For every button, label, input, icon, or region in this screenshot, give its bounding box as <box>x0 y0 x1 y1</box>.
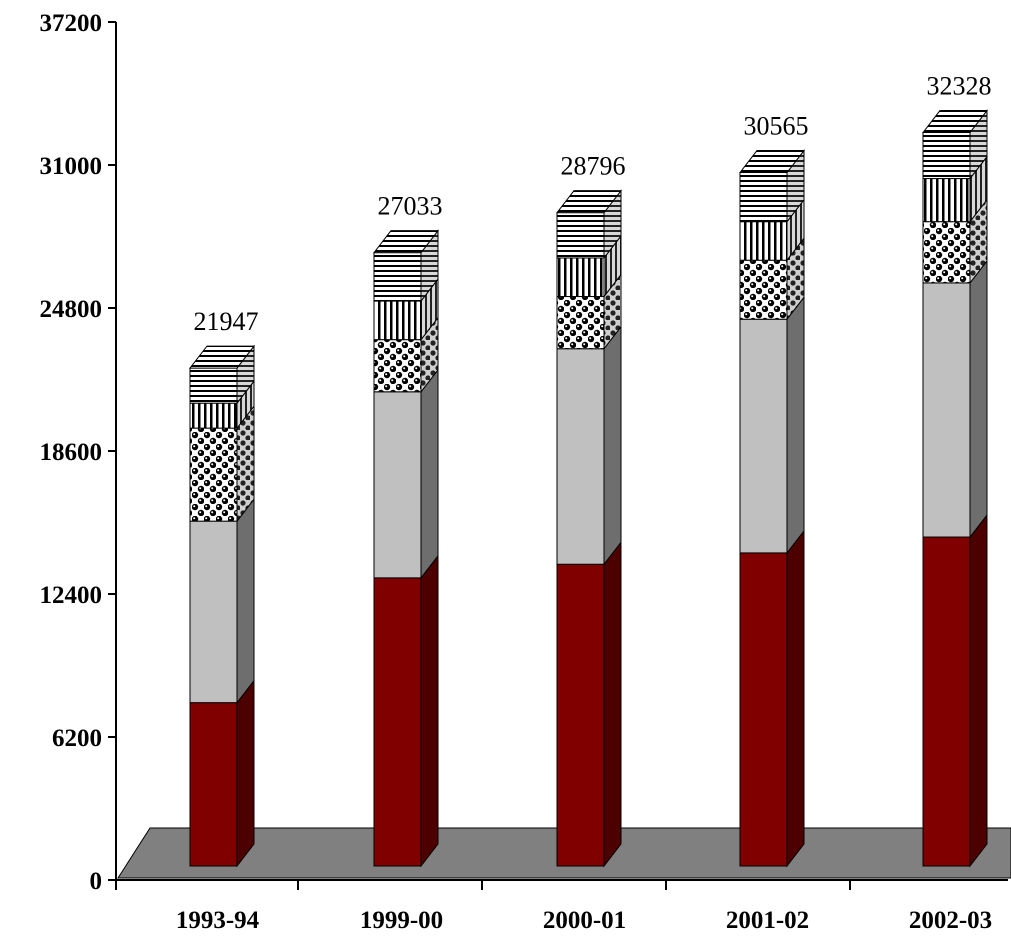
bar-segment <box>739 172 788 223</box>
y-tick-label: 6200 <box>52 725 102 752</box>
bar-segment <box>739 318 788 554</box>
bar-segment <box>189 427 238 522</box>
bar-segment <box>739 259 788 320</box>
bar-segment <box>556 212 605 259</box>
bar-segment-side <box>969 259 988 539</box>
bar-segment <box>189 402 238 429</box>
data-label: 30565 <box>744 112 809 141</box>
x-tick-label: 2002-03 <box>909 907 992 934</box>
y-tick-label: 12400 <box>40 582 103 609</box>
bar-segment-side <box>786 529 805 868</box>
bar-segment-side <box>603 325 622 566</box>
bar-top-face <box>372 230 440 254</box>
bar-top-face <box>921 110 989 134</box>
y-tick-label: 18600 <box>40 439 103 466</box>
bar-segment-side <box>236 679 255 868</box>
bar-segment <box>922 132 971 180</box>
bar-segment-side <box>603 540 622 868</box>
x-tick-label: 2000-01 <box>543 907 626 934</box>
data-label: 32328 <box>927 72 992 101</box>
x-tick-label: 1999-00 <box>360 907 443 934</box>
bar-segment-side <box>786 295 805 555</box>
bar-segment-side <box>420 368 439 580</box>
bar-segment <box>556 257 605 298</box>
bar-top-face <box>188 345 256 369</box>
bar-segment <box>556 296 605 350</box>
bar-segment-side <box>969 513 988 868</box>
bar-segment <box>739 221 788 261</box>
bar-segment <box>189 702 238 867</box>
y-tick-label: 37200 <box>40 10 103 37</box>
y-tick-label: 31000 <box>40 153 103 180</box>
y-tick-label: 24800 <box>40 296 103 323</box>
bar-segment-side <box>236 497 255 705</box>
bar-segment <box>556 348 605 565</box>
x-tick-label: 2001-02 <box>726 907 809 934</box>
bar-segment <box>189 367 238 404</box>
bar-segment <box>189 520 238 704</box>
bar-top-face <box>555 190 623 214</box>
data-label: 27033 <box>378 192 443 221</box>
bar-top-face <box>738 150 806 174</box>
bar-segment <box>373 339 422 393</box>
bar-segment <box>373 252 422 302</box>
bar-segment <box>373 300 422 341</box>
bar-segment <box>739 552 788 867</box>
data-label: 21947 <box>194 307 259 336</box>
bar-segment <box>373 577 422 867</box>
bar-segment <box>556 563 605 867</box>
y-tick-label: 0 <box>90 868 103 895</box>
bar-segment <box>373 391 422 579</box>
bar-segment <box>922 282 971 538</box>
bar-segment <box>922 221 971 284</box>
bar-segment <box>922 536 971 867</box>
x-tick-label: 1993-94 <box>176 907 260 934</box>
bar-segment-side <box>420 554 439 868</box>
data-label: 28796 <box>561 152 626 181</box>
bar-segment <box>922 178 971 223</box>
